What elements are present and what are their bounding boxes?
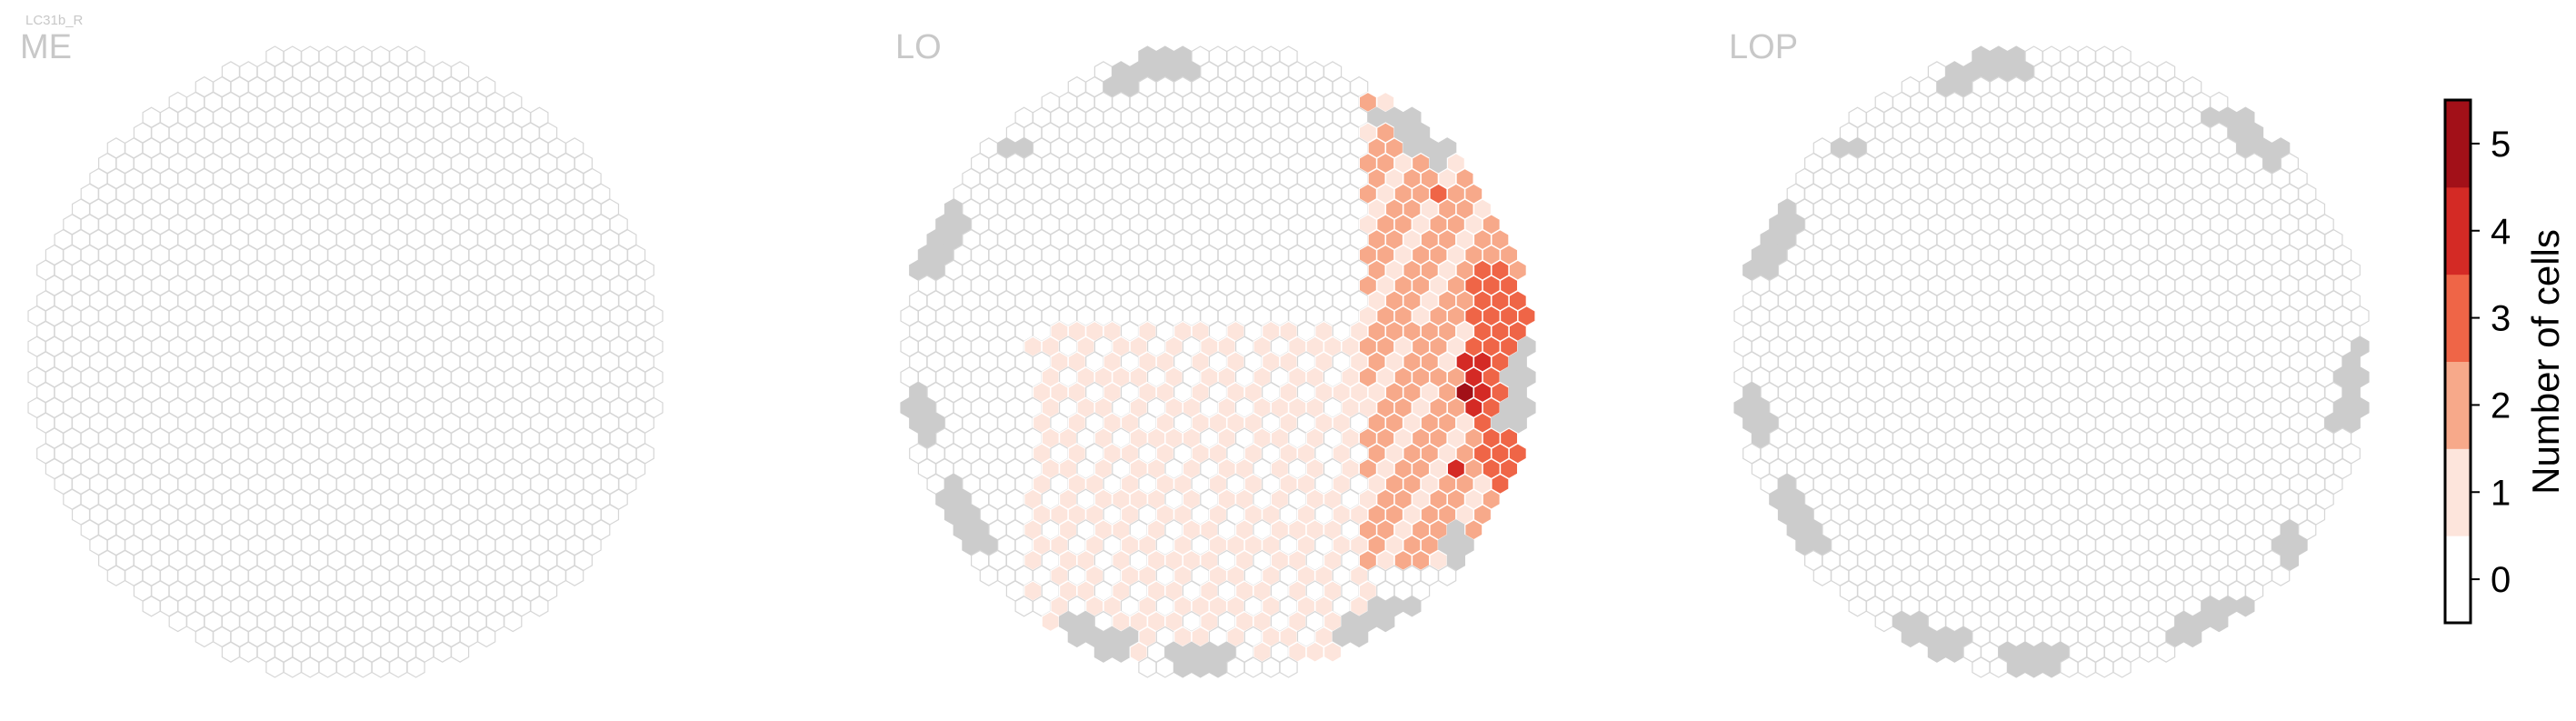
hex-column-boundary (2007, 656, 2026, 678)
hex-column-value-1 (1305, 641, 1324, 663)
colorbar-label: Number of cells (2524, 229, 2567, 495)
panel-title-lop: LOP (1729, 28, 1798, 66)
hex-column (106, 565, 125, 586)
colorbar-tick-label-0: 0 (2491, 560, 2511, 600)
hex-column (1812, 565, 1832, 586)
hex-column (2095, 656, 2114, 678)
hex-column-boundary (1901, 626, 1920, 648)
hex-column-boundary (2042, 656, 2062, 678)
colorbar-ticks: 0 1 2 3 4 5 (2471, 125, 2511, 600)
hex-column (221, 641, 241, 663)
hex-column-boundary (1173, 656, 1193, 678)
hex-column-boundary (1112, 641, 1131, 663)
hex-column-boundary (1403, 596, 1422, 617)
hex-column (283, 656, 302, 678)
hex-column (389, 656, 408, 678)
hex-column (354, 656, 373, 678)
hex-column (1989, 656, 2008, 678)
hex-column (2077, 656, 2096, 678)
colorbar-frame (2443, 98, 2472, 625)
hex-column-boundary (1093, 641, 1113, 663)
hex-grid-lop (1733, 45, 2370, 678)
hex-column (406, 656, 425, 678)
hex-column (1972, 656, 1991, 678)
hex-column (1226, 656, 1245, 678)
panel-title-me: ME (20, 28, 72, 66)
colorbar-segments (2445, 100, 2471, 624)
hex-column-boundary (2183, 626, 2202, 648)
hex-column-value-1 (1323, 641, 1343, 663)
figure-label: LC31b_R (25, 13, 84, 28)
hex-column (168, 610, 187, 633)
hex-column (1138, 656, 1157, 678)
hex-column (2060, 656, 2079, 678)
hex-column-boundary (1191, 656, 1210, 678)
panel-me: ME (20, 28, 664, 678)
colorbar-tick-label-1: 1 (2491, 473, 2511, 513)
hex-column (2271, 565, 2291, 586)
hex-column (1874, 610, 1893, 633)
hex-column-boundary (1208, 656, 1228, 678)
colorbar-segment-4 (2445, 186, 2471, 275)
hex-column-boundary (1067, 626, 1086, 648)
colorbar-tick-label-4: 4 (2491, 212, 2511, 252)
hex-column-boundary (2236, 596, 2255, 617)
hex-column (1279, 656, 1298, 678)
hex-column (565, 565, 584, 586)
hex-column (335, 656, 355, 678)
hex-column (265, 656, 285, 678)
hex-column-boundary (1945, 641, 1964, 663)
hex-column (1848, 596, 1867, 617)
hex-column-boundary (1927, 641, 1947, 663)
colorbar-segment-2 (2445, 361, 2471, 449)
hex-column (504, 610, 523, 633)
colorbar-segment-1 (2445, 448, 2471, 536)
colorbar-tick-label-2: 2 (2491, 386, 2511, 426)
hex-column (2156, 641, 2176, 663)
hex-column-boundary (2024, 656, 2043, 678)
panel-lop: LOP (1729, 28, 2370, 678)
hex-column (530, 596, 549, 617)
hex-grid-me (27, 45, 664, 678)
hex-column (979, 565, 998, 586)
hex-column (301, 656, 320, 678)
hex-column-boundary (1350, 626, 1369, 648)
hex-column (318, 656, 337, 678)
colorbar-tick-label-3: 3 (2491, 299, 2511, 339)
hex-column-boundary (2210, 610, 2229, 633)
hex-column (2112, 656, 2132, 678)
colorbar-segment-3 (2445, 274, 2471, 362)
hex-column (239, 641, 258, 663)
hex-column (1243, 656, 1263, 678)
hex-column (450, 641, 470, 663)
panel-title-lo: LO (895, 28, 942, 66)
colorbar-segment-0 (2445, 536, 2471, 624)
colorbar: 0 1 2 3 4 5 Number of cells (2443, 98, 2567, 625)
hex-column (2139, 641, 2158, 663)
hex-grid-lo (900, 45, 1536, 678)
hex-column (433, 641, 452, 663)
colorbar-segment-5 (2445, 100, 2471, 188)
hex-column (371, 656, 390, 678)
panel-lo: LO (895, 28, 1536, 678)
hex-column-value-1 (1041, 610, 1060, 633)
hex-column (142, 596, 161, 617)
hex-column (1262, 656, 1281, 678)
hex-column (1438, 565, 1457, 586)
hex-column (1014, 596, 1033, 617)
hex-column (1155, 656, 1174, 678)
colorbar-tick-label-5: 5 (2491, 125, 2511, 165)
hex-column (195, 626, 214, 648)
hex-column (477, 626, 496, 648)
hex-column-boundary (1376, 610, 1395, 633)
